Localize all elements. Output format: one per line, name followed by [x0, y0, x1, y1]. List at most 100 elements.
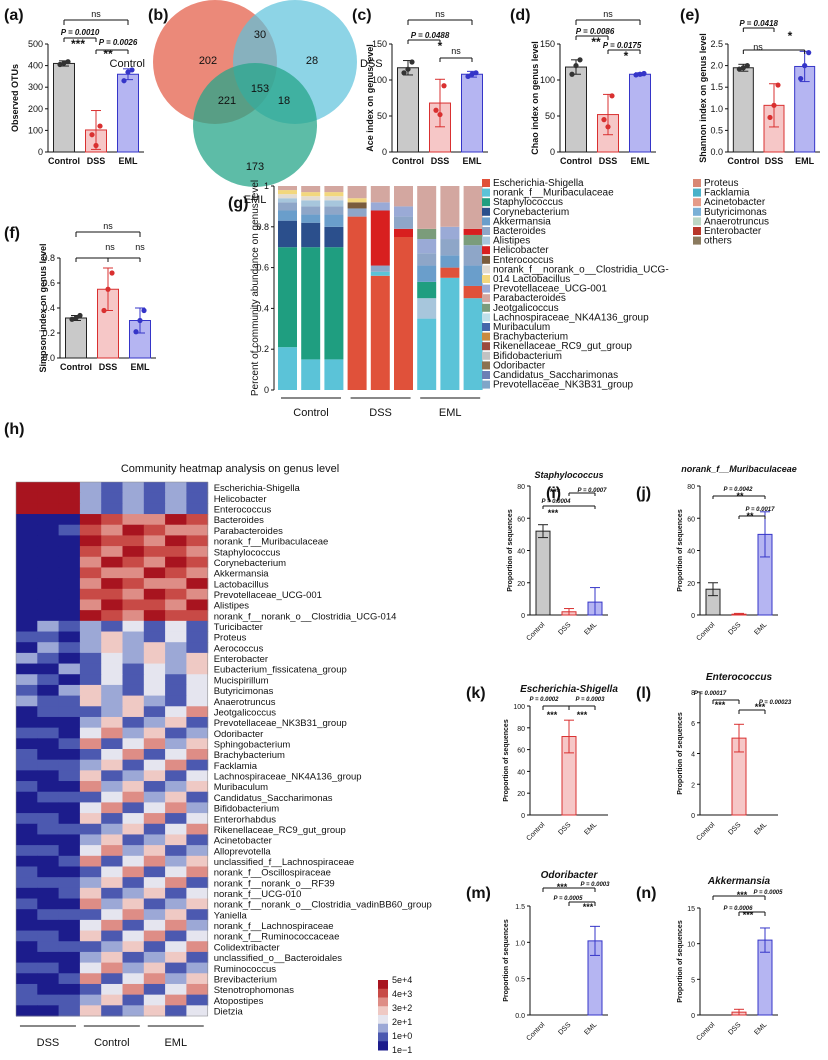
data-point [137, 317, 143, 324]
x-tick-label: Control [48, 156, 80, 166]
heatmap-cell [143, 588, 166, 600]
heatmap-cell [101, 749, 123, 761]
x-tick-label: DSS [557, 621, 572, 636]
legend-label: Facklamia [704, 188, 750, 199]
heatmap-row-label: Rikenellaceae_RC9_gut_group [214, 825, 346, 836]
heatmap-cell [79, 738, 102, 750]
legend-label: Jeotgalicoccus [493, 303, 559, 314]
stack-segment [463, 285, 483, 299]
heatmap-row-label: Brachybacterium [214, 750, 285, 761]
colorbar-segment [378, 980, 388, 990]
panel-label: (k) [466, 685, 486, 702]
x-tick-label: EML [753, 1021, 768, 1036]
heatmap-cell [58, 877, 81, 889]
heatmap-cell [16, 898, 38, 910]
heatmap-cell [143, 535, 166, 547]
heatmap-cell [79, 663, 102, 675]
stack-segment [440, 255, 460, 268]
venn-set-label: DSS [360, 58, 383, 70]
significance-stars: *** [550, 487, 561, 497]
stack-segment [278, 247, 297, 348]
heatmap-cell [143, 951, 166, 964]
heatmap-cell [143, 941, 166, 953]
x-tick-label: DSS [99, 362, 118, 372]
heatmap-cell [79, 610, 102, 622]
heatmap-cell [143, 556, 166, 568]
heatmap-cell [165, 620, 187, 633]
legend-label: Parabacteroides [493, 293, 566, 304]
y-tick-label: 80 [687, 484, 695, 491]
chart-title: Escherichia-Shigella [520, 684, 618, 695]
y-tick-label: 0 [691, 1013, 695, 1020]
heatmap-cell [58, 962, 81, 974]
heatmap-cell [186, 663, 209, 675]
heatmap-cell [79, 919, 102, 932]
heatmap-cell [79, 834, 102, 846]
heatmap-cell [143, 834, 166, 846]
y-axis-label: Proportion of sequences [677, 712, 684, 795]
heatmap-group-label: DSS [37, 1037, 60, 1049]
stack-segment [440, 239, 460, 256]
panel-label: (g) [228, 195, 248, 212]
heatmap-row-label: Enterobacter [214, 654, 268, 665]
heatmap-cell [16, 759, 38, 771]
heatmap-row-label: Escherichia-Shigella [214, 483, 301, 494]
colorbar-segment [378, 1015, 388, 1025]
heatmap-cell [165, 524, 187, 536]
heatmap-cell [79, 813, 102, 825]
heatmap-cell [79, 535, 102, 547]
significance-stars: *** [548, 508, 559, 518]
heatmap-cell [79, 1005, 102, 1017]
heatmap-cell [37, 535, 60, 547]
legend-swatch [693, 217, 701, 226]
heatmap-cell [122, 834, 145, 846]
stack-segment [347, 202, 367, 209]
heatmap-cell [186, 695, 209, 707]
heatmap-cell [37, 503, 60, 515]
y-axis-label: Shannon index on genus level [698, 33, 708, 163]
y-tick-label: 100 [28, 125, 43, 135]
data-point [633, 72, 639, 78]
heatmap-cell [143, 973, 166, 985]
heatmap-cell [79, 994, 102, 1006]
data-point [409, 59, 415, 65]
legend-swatch [482, 294, 490, 303]
heatmap-cell [165, 514, 187, 526]
heatmap-cell [16, 866, 38, 878]
stack-segment [370, 210, 390, 266]
heatmap-cell [186, 909, 209, 921]
heatmap-cell [165, 492, 187, 504]
heatmap-cell [37, 556, 60, 568]
y-tick-label: 0.4 [256, 303, 269, 313]
heatmap-row-label: norank_f__UCG-010 [214, 889, 302, 900]
heatmap-cell [16, 738, 38, 750]
significance-label: P = 0.00017 [694, 691, 727, 697]
heatmap-cell [165, 556, 187, 568]
stack-segment [301, 214, 321, 223]
heatmap-cell [79, 951, 102, 964]
heatmap-cell [79, 482, 102, 494]
colorbar-label: 5e+4 [392, 975, 412, 985]
heatmap-row-label: Staphylococcus [214, 547, 281, 558]
heatmap-cell [186, 813, 209, 825]
x-tick-label: EML [583, 821, 598, 836]
stack-segment [324, 359, 344, 390]
heatmap-cell [37, 919, 60, 932]
stack-segment [278, 186, 297, 191]
heatmap-cell [101, 813, 123, 825]
heatmap-cell [143, 492, 166, 504]
heatmap-cell [122, 599, 145, 611]
legend-swatch [482, 380, 490, 389]
heatmap-cell [186, 802, 209, 814]
heatmap-cell [165, 781, 187, 793]
y-tick-label: 150 [372, 39, 387, 49]
significance-label: P = 0.0010 [61, 28, 100, 37]
heatmap-cell [79, 599, 102, 611]
heatmap-cell [16, 791, 38, 803]
heatmap-cell [101, 514, 123, 526]
heatmap-row-label: unclassified_o__Bacteroidales [214, 953, 343, 964]
venn-set-label: Control [110, 58, 145, 70]
heatmap-cell [122, 524, 145, 536]
heatmap-cell [58, 1005, 81, 1017]
